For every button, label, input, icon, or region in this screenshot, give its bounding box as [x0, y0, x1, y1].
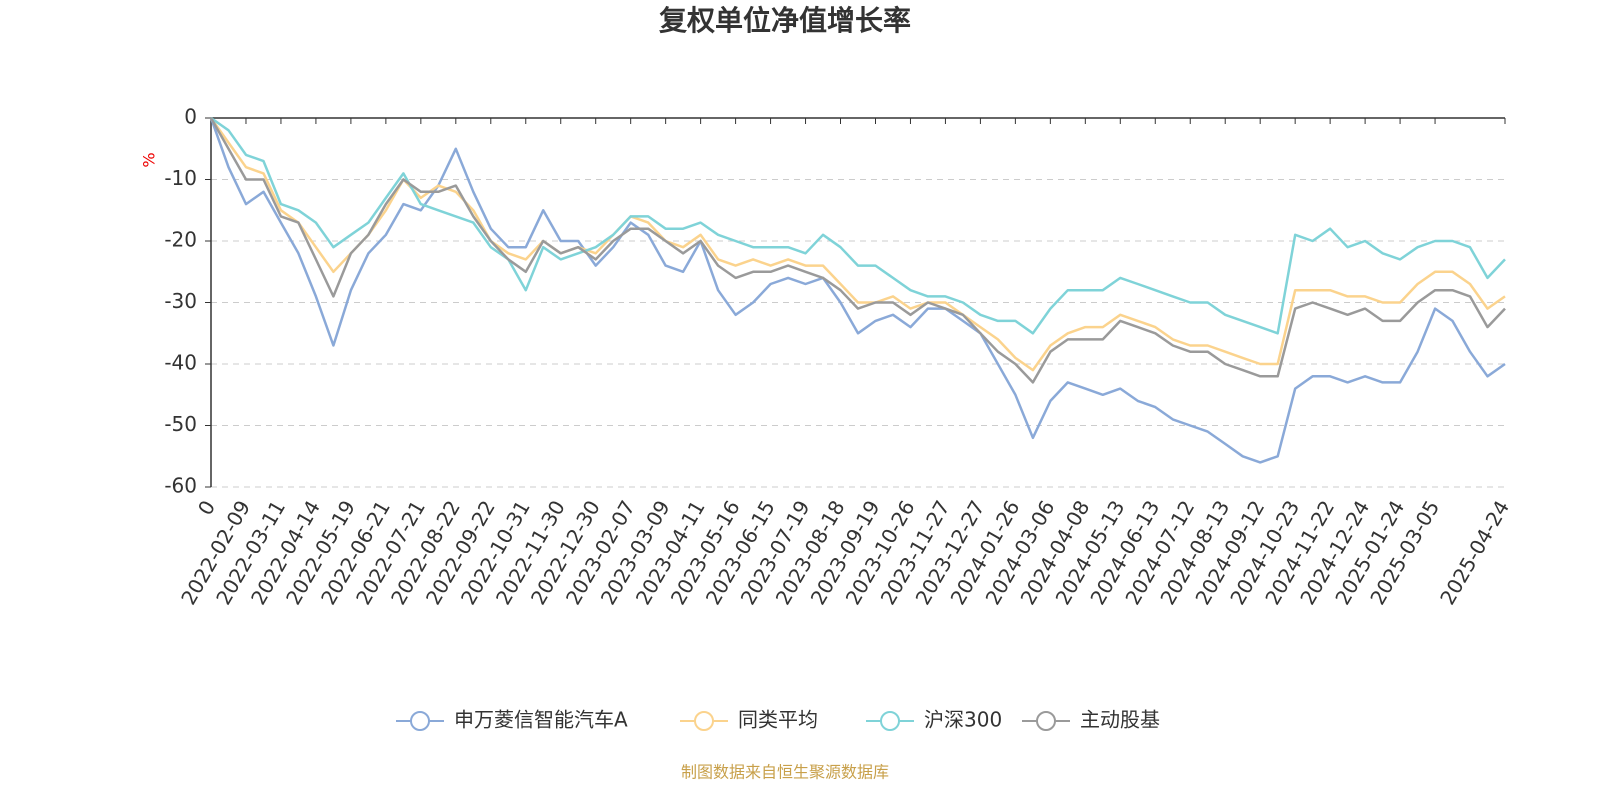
legend-marker	[1036, 711, 1056, 731]
legend-marker	[410, 711, 430, 731]
x-tick-label: 0	[193, 496, 220, 519]
y-tick-label: -20	[164, 228, 197, 252]
legend-label: 同类平均	[738, 708, 818, 732]
legend-label: 主动股基	[1080, 708, 1160, 732]
legend-marker	[694, 711, 714, 731]
legend-marker	[880, 711, 900, 731]
y-tick-label: -40	[164, 351, 197, 375]
series-line	[210, 116, 1506, 335]
y-tick-label: -60	[164, 474, 197, 498]
series-line	[209, 117, 1506, 372]
legend-label: 沪深300	[924, 708, 1002, 732]
y-tick-label: -50	[164, 412, 197, 436]
chart-title: 复权单位净值增长率	[659, 4, 911, 37]
series-line	[209, 117, 1506, 464]
x-tick-label: 2025-04-24	[1435, 496, 1514, 609]
legend-label: 申万菱信智能汽车A	[454, 708, 628, 732]
y-axis-label: %	[140, 152, 159, 167]
source-note: 制图数据来自恒生聚源数据库	[681, 763, 889, 782]
y-tick-label: -30	[164, 289, 197, 313]
y-tick-label: -10	[164, 166, 197, 190]
series-line	[209, 117, 1506, 384]
y-tick-label: 0	[184, 105, 197, 129]
